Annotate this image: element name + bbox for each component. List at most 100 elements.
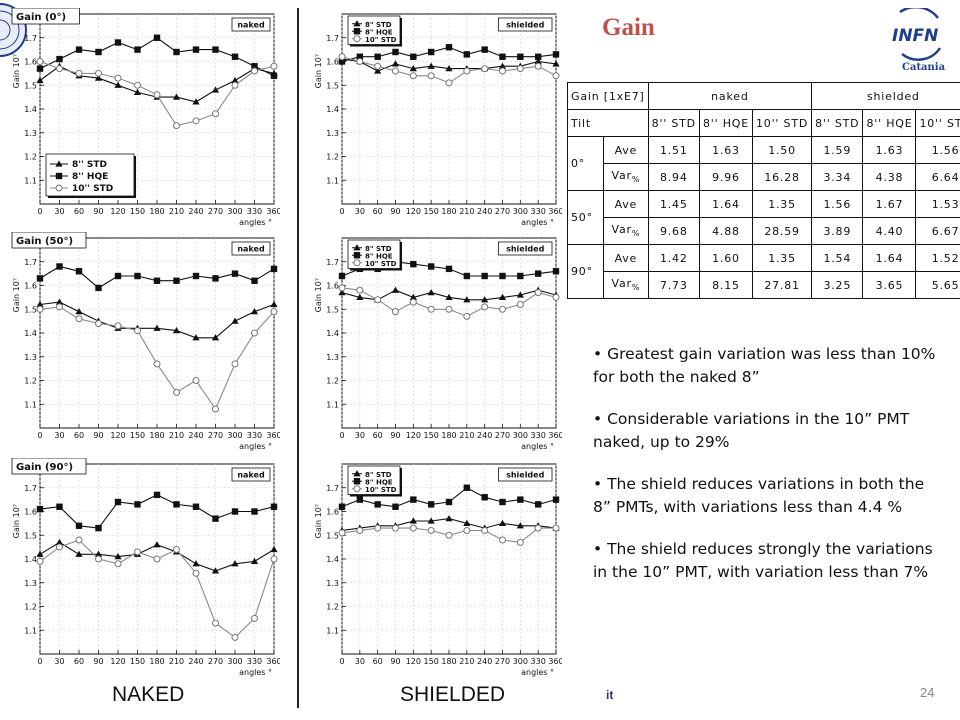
tick-label-x: 0 bbox=[339, 431, 344, 440]
data-point bbox=[445, 293, 453, 300]
legend-label: 10'' STD bbox=[72, 184, 113, 194]
chart-naked-90deg: 0 30 60 90 120 150 180 210 240 270 300 330 360 1.1 1.2… bbox=[10, 458, 280, 680]
table-group-naked: naked bbox=[647, 82, 813, 110]
table-cell: 3.25 bbox=[811, 271, 864, 299]
data-point bbox=[231, 560, 239, 567]
tick-label-x: 330 bbox=[531, 657, 546, 666]
data-point bbox=[445, 44, 453, 51]
data-point bbox=[173, 122, 180, 130]
data-point bbox=[481, 303, 489, 311]
tick-label-x: 120 bbox=[110, 431, 125, 440]
data-point bbox=[251, 63, 258, 70]
x-axis-label: angles ° bbox=[239, 442, 272, 451]
tick-label-x: 180 bbox=[149, 431, 164, 440]
data-point bbox=[211, 86, 220, 93]
data-point bbox=[534, 524, 542, 532]
x-axis-label: angles ° bbox=[521, 218, 554, 227]
data-point bbox=[114, 560, 122, 568]
data-point bbox=[231, 53, 239, 60]
slide-title: Gain bbox=[602, 14, 655, 41]
tick-label-y: 1.1 bbox=[326, 626, 339, 635]
data-point bbox=[95, 48, 102, 56]
data-point bbox=[75, 522, 83, 529]
data-point bbox=[392, 308, 399, 316]
table-stat-label: Ave bbox=[603, 136, 649, 164]
data-point bbox=[192, 334, 200, 341]
table-cell: 1.56 bbox=[915, 136, 960, 164]
data-point bbox=[498, 293, 507, 300]
tick-label-y: 1.3 bbox=[326, 579, 339, 588]
data-point bbox=[552, 51, 560, 58]
data-point bbox=[517, 496, 524, 503]
tick-label-x: 210 bbox=[169, 207, 184, 216]
data-point bbox=[374, 67, 382, 74]
tick-label-y: 1.4 bbox=[24, 105, 37, 114]
data-point bbox=[463, 519, 471, 526]
data-point bbox=[552, 293, 560, 301]
tick-label-x: 90 bbox=[390, 431, 400, 440]
data-point bbox=[498, 519, 507, 526]
tick-label-x: 240 bbox=[477, 657, 492, 666]
tick-label-x: 180 bbox=[149, 207, 164, 216]
data-point bbox=[36, 505, 44, 513]
tick-label-x: 270 bbox=[208, 207, 223, 216]
tick-label-y: 1.4 bbox=[326, 555, 339, 564]
series-group bbox=[338, 53, 560, 87]
data-point bbox=[94, 550, 103, 557]
tick-label-x: 120 bbox=[406, 657, 421, 666]
tick-label-x: 270 bbox=[495, 431, 510, 440]
data-point bbox=[427, 501, 435, 508]
tick-label-x: 240 bbox=[188, 207, 203, 216]
series-group bbox=[36, 538, 278, 574]
data-point bbox=[251, 67, 258, 75]
series-group bbox=[36, 263, 278, 292]
table-tilt-cell: 50° bbox=[566, 190, 605, 245]
data-point bbox=[552, 496, 560, 503]
data-point bbox=[95, 320, 102, 327]
data-point bbox=[36, 275, 44, 282]
data-point bbox=[211, 334, 220, 341]
data-point bbox=[134, 327, 141, 335]
data-point bbox=[75, 315, 83, 323]
data-point bbox=[338, 289, 346, 296]
tick-label-x: 300 bbox=[227, 431, 242, 440]
data-point bbox=[94, 74, 103, 81]
tick-label-x: 60 bbox=[373, 431, 383, 440]
data-point bbox=[427, 72, 435, 80]
tick-label-y: 1.7 bbox=[24, 34, 37, 43]
data-point bbox=[56, 503, 63, 510]
data-point bbox=[481, 46, 488, 53]
data-point bbox=[270, 503, 278, 510]
table-cell: 4.40 bbox=[862, 217, 917, 245]
table-stat-label: Var% bbox=[603, 217, 649, 245]
table-row: 0° Ave 1.51 1.63 1.50 1.59 1.63 1.56 bbox=[566, 136, 960, 191]
tick-label-y: 1.3 bbox=[24, 579, 37, 588]
condition-tag-box bbox=[497, 241, 553, 256]
tick-label-y: 1.3 bbox=[24, 353, 37, 362]
tick-label-x: 360 bbox=[266, 657, 280, 666]
data-point bbox=[173, 501, 180, 508]
tick-label-x: 150 bbox=[424, 431, 439, 440]
table-column-header-row: Tilt 8'' STD 8'' HQE 10'' STD 8'' STD 8'… bbox=[567, 109, 960, 137]
data-point bbox=[95, 555, 102, 563]
condition-tag-box bbox=[497, 17, 553, 32]
data-point bbox=[75, 69, 83, 77]
data-point bbox=[534, 501, 542, 508]
data-point bbox=[409, 524, 417, 532]
data-point bbox=[192, 117, 200, 125]
tick-label-y: 1.2 bbox=[24, 377, 37, 386]
data-point bbox=[250, 557, 259, 564]
table-cell: 3.34 bbox=[811, 163, 864, 191]
chart-shielded-90deg: 0 30 60 90 120 150 180 210 240 270 300 330 360 1.1 1.2… bbox=[312, 458, 562, 680]
data-point bbox=[445, 265, 453, 273]
data-point bbox=[270, 308, 278, 316]
data-point bbox=[134, 501, 141, 508]
tick-label-x: 210 bbox=[169, 657, 184, 666]
data-point bbox=[251, 277, 258, 284]
tick-label-x: 300 bbox=[227, 207, 242, 216]
tick-label-x: 330 bbox=[247, 657, 262, 666]
y-axis-label: Gain 10⁷ bbox=[314, 278, 323, 312]
data-point bbox=[153, 491, 161, 499]
data-point bbox=[391, 286, 400, 293]
condition-tag: shielded bbox=[506, 245, 545, 254]
